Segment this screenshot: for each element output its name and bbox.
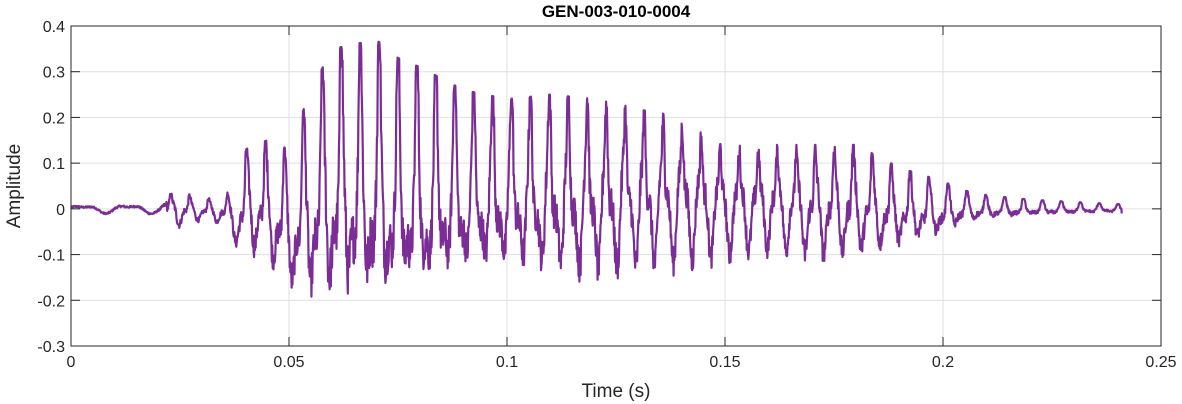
y-axis-label: Amplitude bbox=[4, 144, 25, 229]
y-tick-label: 0.2 bbox=[43, 110, 65, 127]
y-tick-label: -0.1 bbox=[37, 248, 65, 265]
x-axis-label: Time (s) bbox=[582, 381, 651, 402]
plot-frame bbox=[70, 25, 1162, 347]
x-tick-label: 0.15 bbox=[709, 354, 740, 371]
x-tick-label: 0.2 bbox=[932, 354, 954, 371]
x-tick-label: 0.1 bbox=[496, 354, 518, 371]
y-tick-label: -0.3 bbox=[37, 339, 65, 356]
axis-ticks: 0 0.05 0.1 0.15 0.2 0.25 -0.3 -0.2 -0.1 0 0.1 0.2 0.… bbox=[37, 19, 1176, 371]
waveform-line bbox=[70, 40, 1123, 298]
y-tick-label: 0.3 bbox=[43, 65, 65, 82]
x-tick-label: 0 bbox=[67, 354, 76, 371]
y-tick-label: 0 bbox=[56, 202, 65, 219]
y-tick-label: 0.1 bbox=[43, 156, 65, 173]
x-tick-label: 0.05 bbox=[273, 354, 304, 371]
waveform-series bbox=[70, 40, 1123, 298]
y-tick-label: -0.2 bbox=[37, 293, 65, 310]
chart-title: GEN-003-010-0004 bbox=[542, 2, 691, 21]
x-tick-label: 0.25 bbox=[1145, 354, 1176, 371]
y-tick-label: 0.4 bbox=[43, 19, 65, 36]
plot-area bbox=[71, 26, 1161, 346]
